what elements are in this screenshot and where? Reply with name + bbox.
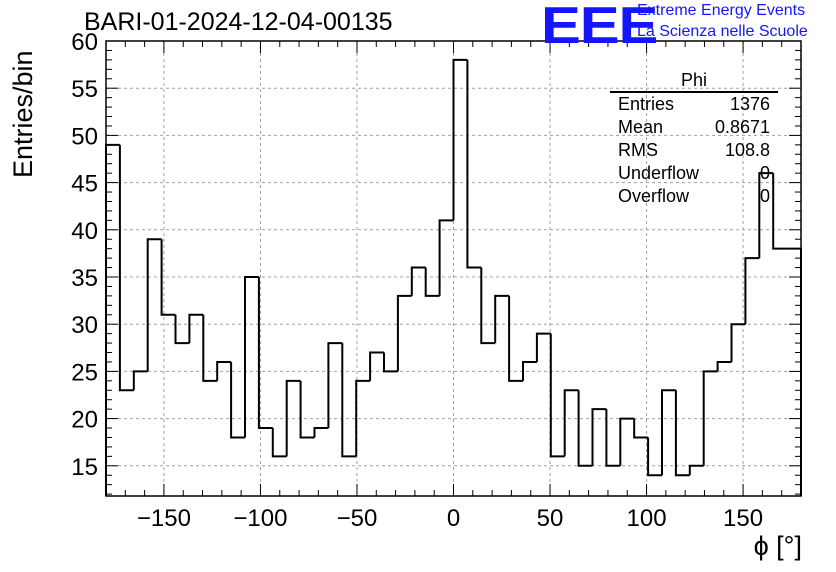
x-tick-label: 50 xyxy=(537,505,564,532)
histogram-bin xyxy=(369,351,384,381)
stats-row: RMS 108.8 xyxy=(610,139,778,162)
histogram-bin xyxy=(688,464,704,476)
histogram-bin xyxy=(591,408,607,466)
histogram-bin xyxy=(174,314,190,345)
histogram-bin xyxy=(105,143,120,496)
axis-ticks xyxy=(105,40,802,496)
logo-line-1: Extreme Energy Events xyxy=(637,2,806,19)
x-tick-label: 150 xyxy=(723,505,763,532)
histogram-bin xyxy=(216,360,232,381)
histogram-bin xyxy=(549,333,565,458)
x-tick-label: −50 xyxy=(337,505,378,532)
stats-key: Mean xyxy=(618,117,664,137)
histogram-bin xyxy=(772,173,788,250)
histogram-bin xyxy=(341,343,357,458)
stats-value: 108.8 xyxy=(724,140,770,160)
x-tick-label: −100 xyxy=(233,505,287,532)
histogram-bin xyxy=(396,294,412,372)
eee-logo: EEE xyxy=(541,0,658,55)
stats-key: Entries xyxy=(618,94,675,114)
histogram-bin xyxy=(508,295,523,382)
stats-row: Entries 1376 xyxy=(610,93,778,116)
x-tick-label: −150 xyxy=(137,505,191,532)
stats-box: Phi Entries 1376 Mean 0.8671 RMS 108.8 Unde… xyxy=(610,70,778,208)
histogram-bin xyxy=(327,342,343,429)
y-tick-labels: 15 20 25 30 35 40 45 50 55 60 xyxy=(71,29,98,481)
histogram-bin xyxy=(257,276,273,430)
stats-value: 0 xyxy=(759,163,770,183)
histogram-bin xyxy=(647,437,662,477)
histogram-bin xyxy=(313,427,329,438)
histogram-bin xyxy=(132,370,148,391)
histogram-bin xyxy=(146,238,162,372)
x-tick-label: 100 xyxy=(627,505,667,532)
histogram-bin xyxy=(480,267,496,345)
chart-title: BARI-01-2024-12-04-00135 xyxy=(84,8,393,36)
histogram-bin xyxy=(702,370,718,466)
histogram-bin xyxy=(188,313,204,344)
histogram-bin xyxy=(522,360,537,381)
histogram-bin xyxy=(674,390,690,477)
stats-title: Phi xyxy=(610,70,778,93)
histogram-bin xyxy=(452,58,468,221)
histogram-bin xyxy=(730,323,746,362)
histogram-bin xyxy=(661,389,676,476)
histogram-bin xyxy=(744,257,760,325)
histogram-bin xyxy=(285,379,301,457)
stats-value: 0.8671 xyxy=(714,117,770,137)
histogram-bin xyxy=(577,390,593,467)
stats-row: Overflow 0 xyxy=(610,185,778,208)
x-axis-label: ϕ [°] xyxy=(753,531,802,561)
histogram-bin xyxy=(633,418,649,439)
histogram-bin xyxy=(299,380,315,439)
histogram-bin xyxy=(410,266,426,296)
y-tick-label: 60 xyxy=(71,29,98,56)
x-tick-label: 0 xyxy=(447,505,460,532)
stats-key: RMS xyxy=(618,140,658,160)
stats-value: 0 xyxy=(759,186,770,206)
stats-value: 1376 xyxy=(729,94,770,114)
histogram-bin xyxy=(535,332,551,362)
histogram-bin xyxy=(244,275,259,438)
x-tick-labels: −150 −100 −50 0 50 100 150 xyxy=(137,505,763,532)
y-tick-label: 30 xyxy=(71,312,98,339)
histogram-bin xyxy=(202,314,218,382)
histogram-bin xyxy=(758,172,774,259)
histogram-bin xyxy=(438,219,454,296)
histogram-bin xyxy=(563,389,579,457)
y-tick-label: 35 xyxy=(71,265,98,292)
histogram-bin xyxy=(355,379,371,457)
y-tick-label: 20 xyxy=(71,407,98,434)
histogram-bin xyxy=(230,361,245,439)
histogram-bin xyxy=(466,59,482,269)
stats-key: Underflow xyxy=(618,163,700,183)
stats-row: Underflow 0 xyxy=(610,162,778,185)
histogram-bars xyxy=(105,58,802,496)
stats-key: Overflow xyxy=(618,186,690,206)
histogram-bin xyxy=(787,247,802,496)
y-axis-label: Entries/bin xyxy=(8,50,38,178)
histogram-bin xyxy=(118,144,134,392)
histogram-bin xyxy=(605,409,621,467)
histogram-bin xyxy=(494,294,510,344)
histogram-bin xyxy=(619,417,635,466)
y-tick-label: 50 xyxy=(71,123,98,150)
logo-line-2: La Scienza nelle Scuole xyxy=(637,23,808,40)
y-tick-label: 55 xyxy=(71,76,98,103)
y-tick-label: 15 xyxy=(71,454,98,481)
histogram-bin xyxy=(383,352,398,373)
y-tick-label: 25 xyxy=(71,359,98,386)
histogram-bin xyxy=(160,239,176,316)
stats-row: Mean 0.8671 xyxy=(610,116,778,139)
y-tick-label: 45 xyxy=(71,171,98,198)
histogram-bin xyxy=(716,360,732,372)
histogram-bin xyxy=(424,267,440,297)
histogram-bin xyxy=(271,428,287,458)
y-tick-label: 40 xyxy=(71,218,98,245)
